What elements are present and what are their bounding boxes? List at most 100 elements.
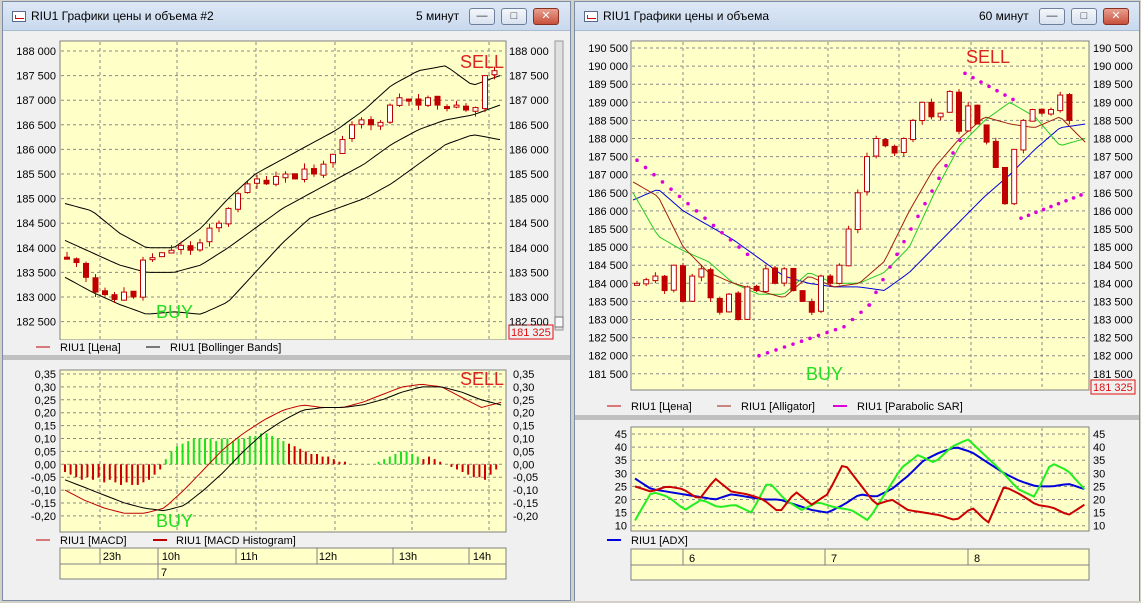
candle-body (1020, 119, 1027, 151)
candle-body (845, 228, 852, 267)
parabolic-sar-dot (995, 88, 999, 93)
y-tick-label-left: 185 000 (588, 242, 628, 254)
close-button[interactable]: ✕ (1103, 8, 1129, 25)
y-tick-label-left: 186 500 (16, 120, 56, 132)
candle-body (149, 257, 156, 261)
close-button[interactable]: ✕ (533, 8, 559, 25)
y-tick-label-right: -0,15 (513, 498, 538, 510)
chart-app-icon (12, 11, 26, 22)
candle-body (983, 124, 990, 143)
parabolic-sar-dot (808, 336, 812, 341)
candle-body (83, 262, 89, 278)
maximize-button[interactable]: □ (501, 8, 527, 25)
parabolic-sar-dot (833, 327, 838, 332)
y-tick-label-right: 188 500 (1093, 115, 1133, 127)
panel-splitter[interactable] (3, 355, 570, 360)
minimize-button[interactable]: — (469, 8, 495, 25)
y-tick-label-right: 185 500 (1093, 224, 1133, 236)
candle-body (482, 75, 488, 110)
y-tick-label-left: 189 500 (588, 79, 628, 91)
parabolic-sar-dot (677, 194, 682, 199)
y-tick-label-left: 184 500 (588, 260, 628, 272)
price-plot[interactable] (59, 40, 507, 341)
minimize-button[interactable]: — (1039, 8, 1065, 25)
y-tick-label-left: 30 (615, 468, 627, 480)
y-tick-label-left: 183 000 (588, 315, 628, 327)
chart-area-5min[interactable]: 181 325 188 000 188 000 187 500 187 500 187 … (3, 31, 570, 601)
title-bar[interactable]: RIU1 Графики цены и объема 60 минут — □ … (575, 2, 1139, 31)
window-title: RIU1 Графики цены и объема (603, 9, 769, 23)
parabolic-sar-dot (971, 75, 975, 80)
y-tick-label-right: 190 500 (1093, 43, 1133, 55)
y-tick-label-right: 20 (1093, 495, 1105, 507)
bollinger-lower-band (64, 134, 501, 315)
y-tick-label-right: 183 500 (509, 267, 549, 279)
parabolic-sar-dot (979, 80, 983, 84)
minus-di-line (634, 464, 1085, 524)
parabolic-sar-dot (1056, 201, 1061, 206)
y-tick-label-right: -0,10 (513, 485, 538, 497)
date-axis-label: 7 (831, 553, 837, 565)
candle-body (263, 179, 270, 185)
chart-window-5min: RIU1 Графики цены и объема #2 5 минут — … (2, 1, 571, 601)
candle-body (799, 290, 806, 302)
candle-body (965, 105, 972, 132)
date-axis-labels: 6 7 8 (682, 549, 980, 565)
candle-body (716, 297, 723, 313)
y-tick-label-left: 188 000 (16, 46, 56, 58)
maximize-button[interactable]: □ (1071, 8, 1097, 25)
y-tick-label-right: 0,20 (513, 408, 534, 420)
date-axis (59, 563, 507, 580)
candle-body (396, 97, 403, 106)
y-tick-label-left: 0,10 (35, 434, 56, 446)
timeframe-label: 5 минут (416, 9, 460, 23)
y-tick-label-left: 188 000 (588, 134, 628, 146)
y-tick-label-left: -0,10 (31, 485, 56, 497)
candle-body (311, 168, 317, 175)
y-tick-label-right: 186 500 (1093, 188, 1133, 200)
candle-body (652, 275, 659, 282)
candle-body (273, 175, 279, 185)
scrollbar-thumb[interactable] (554, 316, 564, 328)
parabolic-sar-dot (1049, 204, 1053, 209)
y-tick-label-right: 186 000 (1093, 206, 1133, 218)
parabolic-sar-dot (737, 245, 741, 249)
candle-body (808, 301, 815, 313)
candle-body (320, 163, 327, 176)
parabolic-sar-dot (1003, 93, 1007, 97)
candle-body (92, 277, 99, 293)
parabolic-sar-dot (660, 180, 665, 184)
candle-body (1011, 148, 1018, 205)
y-tick-label-left: 188 500 (588, 115, 628, 127)
legend-parabolic-sar: RIU1 [Parabolic SAR] (857, 401, 963, 413)
parabolic-sar-dot (930, 189, 934, 193)
y-tick-label-right: 182 000 (1093, 351, 1133, 363)
candle-body (790, 267, 797, 292)
date-axis-label: 7 (161, 567, 167, 579)
y-tick-label-right: 187 500 (1093, 152, 1133, 164)
candle-body (698, 268, 705, 278)
time-axis-labels: 23h 10h 11h 12h 13h 14h 7 (99, 548, 491, 579)
y-tick-label-right: 30 (1093, 468, 1105, 480)
candle-body (187, 245, 194, 251)
parabolic-sar-dot (745, 252, 750, 257)
parabolic-sar-dot (867, 303, 871, 307)
candle-body (753, 285, 760, 292)
adx-plot[interactable] (630, 426, 1090, 532)
y-tick-label-right: 10 (1093, 521, 1105, 533)
y-tick-label-left: 186 000 (588, 206, 628, 218)
adx-line (634, 446, 1085, 514)
parabolic-sar-dot (944, 163, 948, 168)
alligator-jaw-line (632, 123, 1086, 292)
chart-area-60min[interactable]: 181 325 190 500 190 500 190 000 190 000 189 … (575, 31, 1139, 601)
candle-body (216, 222, 222, 229)
parabolic-sar-dot (916, 214, 920, 219)
y-tick-label-right: 182 500 (1093, 333, 1133, 345)
panel-splitter[interactable] (575, 415, 1139, 420)
vertical-scrollbar[interactable] (554, 40, 564, 331)
parabolic-sar-dot (1071, 196, 1076, 200)
title-bar[interactable]: RIU1 Графики цены и объема #2 5 минут — … (3, 2, 570, 31)
time-axis-label: 14h (473, 551, 491, 563)
y-tick-label-left: 0,35 (35, 369, 56, 381)
parabolic-sar-dot (669, 187, 673, 191)
